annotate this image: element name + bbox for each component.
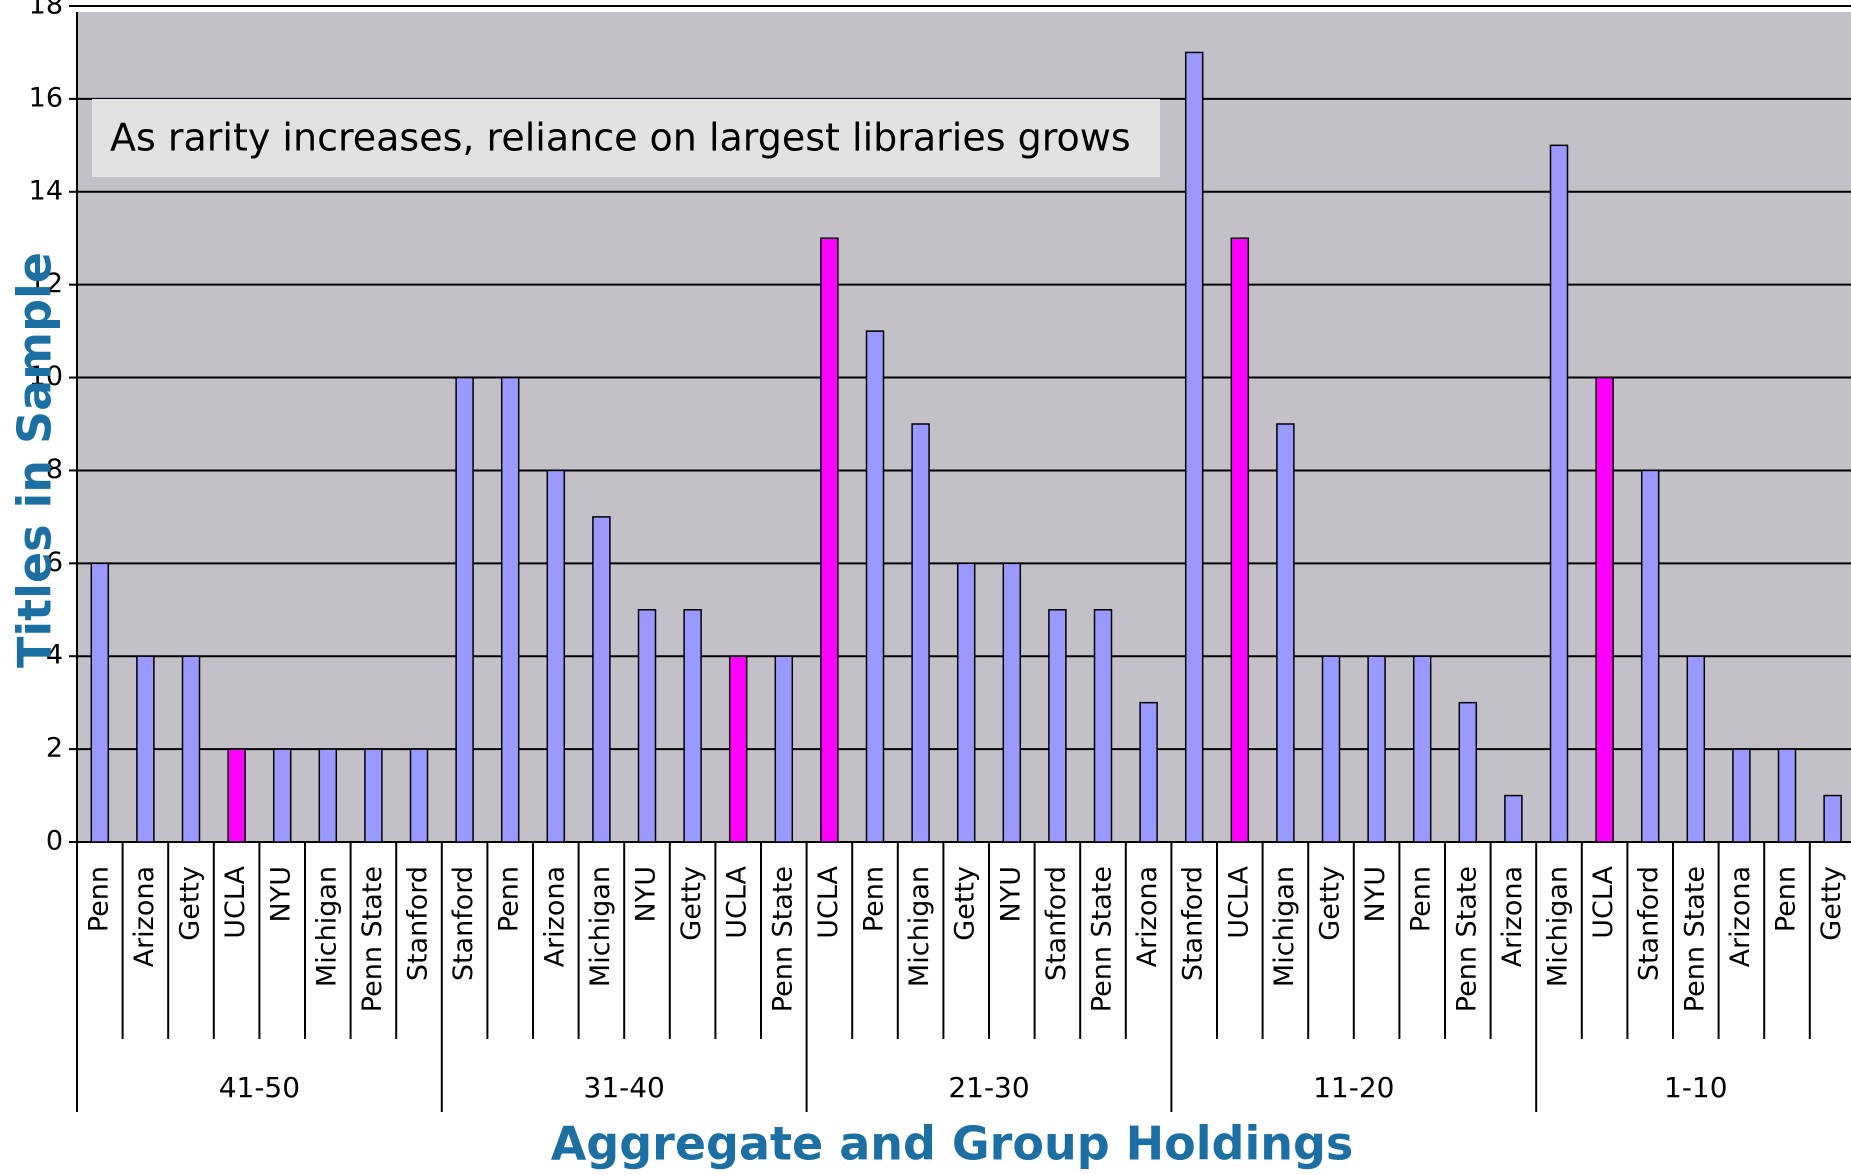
x-tick-label: Stanford — [448, 866, 479, 981]
x-tick-label: Getty — [1816, 866, 1847, 941]
x-tick-label: Penn State — [1679, 866, 1710, 1012]
bar — [364, 748, 383, 843]
bar — [1139, 701, 1158, 843]
x-tick-label: NYU — [995, 866, 1026, 922]
y-tick-label: 8 — [46, 454, 63, 485]
x-tick-label: Penn — [1771, 866, 1802, 932]
y-tick-label: 2 — [46, 733, 63, 764]
bar — [1184, 51, 1204, 843]
bar — [1549, 144, 1569, 843]
annotation-box — [92, 99, 1160, 177]
bar — [272, 748, 292, 843]
x-tick-label: Penn — [859, 866, 890, 932]
x-tick-label: UCLA — [220, 865, 251, 938]
bar — [500, 376, 520, 843]
x-tick-label: Getty — [1315, 866, 1346, 941]
x-tick-label: Arizona — [1725, 866, 1756, 967]
x-tick-label: Penn — [1406, 866, 1437, 932]
bar — [1230, 237, 1250, 843]
y-tick-label: 14 — [29, 175, 63, 206]
x-tick-label: Getty — [950, 866, 981, 941]
y-axis-title: Titles in Sample — [8, 252, 62, 668]
bar — [1002, 562, 1022, 843]
bar — [318, 748, 338, 843]
bar — [227, 748, 246, 843]
x-tick-label: Michigan — [1269, 866, 1300, 987]
bar — [1367, 655, 1386, 843]
bar — [1276, 423, 1295, 843]
x-tick-label: Stanford — [1178, 866, 1209, 981]
x-tick-label: UCLA — [813, 865, 844, 938]
x-tick-label: Getty — [175, 866, 206, 941]
bar — [1640, 469, 1660, 843]
x-tick-label: Penn State — [357, 866, 388, 1012]
x-tick-label: NYU — [1360, 866, 1391, 922]
y-tick-label: 16 — [29, 82, 63, 113]
bar — [637, 609, 657, 843]
x-tick-label: Arizona — [539, 866, 570, 967]
group-label: 1-10 — [1664, 1071, 1728, 1104]
y-tick-label: 10 — [29, 361, 63, 392]
bar — [774, 655, 794, 843]
bar — [546, 469, 566, 843]
bar — [1595, 376, 1614, 843]
bar — [136, 655, 155, 843]
y-tick-label: 4 — [46, 640, 63, 671]
bar — [728, 655, 748, 843]
y-tick-label: 12 — [29, 268, 63, 299]
group-label: 31-40 — [584, 1071, 665, 1104]
x-tick-label: Penn — [494, 866, 525, 932]
bar — [1321, 655, 1341, 843]
x-tick-label: Penn State — [1087, 866, 1118, 1012]
bar — [1777, 748, 1797, 843]
bar — [911, 423, 930, 843]
x-tick-label: Michigan — [311, 866, 342, 987]
bar — [1686, 655, 1706, 843]
bar — [683, 609, 702, 843]
x-tick-label: Michigan — [585, 866, 616, 987]
bar — [1504, 794, 1523, 843]
x-tick-label: Penn State — [767, 866, 798, 1012]
x-tick-label: Arizona — [129, 866, 160, 967]
y-tick-label: 18 — [29, 0, 63, 21]
bar — [1458, 701, 1478, 843]
group-label: 21-30 — [948, 1071, 1029, 1104]
x-tick-label: NYU — [266, 866, 297, 922]
x-axis-title: Aggregate and Group Holdings — [551, 1117, 1354, 1171]
x-tick-label: UCLA — [1223, 865, 1254, 938]
bar — [90, 562, 110, 843]
y-tick-label: 0 — [46, 826, 63, 857]
group-label: 41-50 — [219, 1071, 300, 1104]
x-tick-label: Stanford — [1041, 866, 1072, 981]
x-tick-label: Penn — [83, 866, 114, 932]
x-tick-label: Penn State — [1451, 866, 1482, 1012]
bar — [592, 516, 611, 843]
bar — [956, 562, 976, 843]
x-tick-label: Michigan — [1543, 866, 1574, 987]
x-tick-label: Arizona — [1497, 866, 1528, 967]
bar — [181, 655, 201, 843]
x-tick-label: Michigan — [904, 866, 935, 987]
y-tick-label: 6 — [46, 547, 63, 578]
x-tick-label: UCLA — [722, 865, 753, 938]
bar — [820, 237, 839, 843]
bar — [455, 376, 474, 843]
x-tick-label: Stanford — [1634, 866, 1665, 981]
bar — [1048, 609, 1067, 843]
bar — [409, 748, 429, 843]
group-label: 11-20 — [1313, 1071, 1394, 1104]
bar — [1093, 609, 1113, 843]
bar — [865, 330, 885, 843]
x-tick-label: Arizona — [1132, 866, 1163, 967]
bar — [1412, 655, 1432, 843]
bar — [1823, 794, 1842, 843]
x-tick-label: Stanford — [403, 866, 434, 981]
x-tick-label: Getty — [676, 866, 707, 941]
x-tick-label: UCLA — [1588, 865, 1619, 938]
bar — [1732, 748, 1751, 843]
x-tick-label: NYU — [631, 866, 662, 922]
annotation: As rarity increases, reliance on largest… — [110, 116, 1131, 160]
